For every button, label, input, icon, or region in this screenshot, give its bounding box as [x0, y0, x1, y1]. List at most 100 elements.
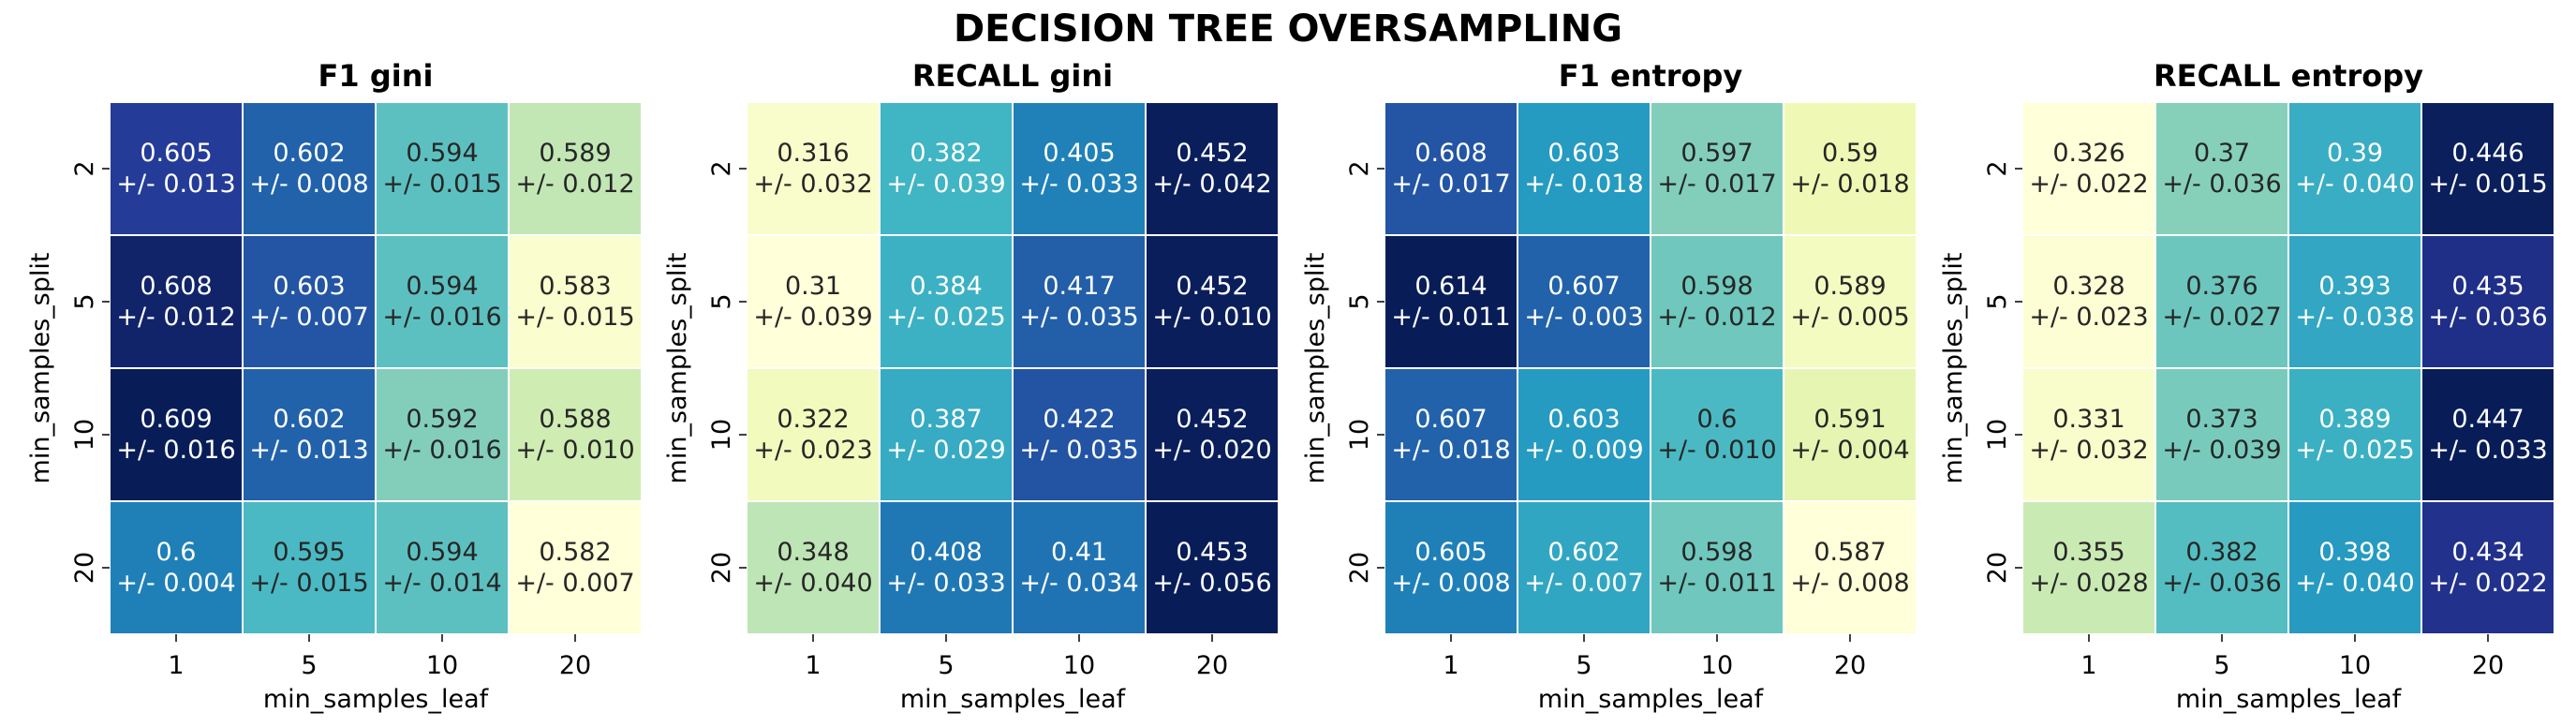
x-tick-label: 20	[1834, 651, 1866, 680]
heatmap-cell	[1517, 234, 1651, 369]
y-tick-label: 10	[70, 419, 99, 451]
x-tick-label: 20	[559, 651, 591, 680]
cell-label: 0.588 +/- 0.010	[515, 405, 634, 465]
cell-label: 0.608 +/- 0.017	[1391, 139, 1510, 199]
heatmap-cell	[2287, 500, 2422, 635]
heatmap-cell	[375, 367, 510, 502]
y-tick-label: 20	[1345, 552, 1374, 584]
cell-label: 0.417 +/- 0.035	[1019, 272, 1138, 332]
heatmap-cell	[508, 500, 643, 635]
x-tick-label: 1	[2080, 651, 2096, 680]
x-tick-label: 5	[2213, 651, 2229, 680]
x-tick-label: 10	[1701, 651, 1733, 680]
heatmap-cell	[746, 500, 881, 635]
cell-label: 0.605 +/- 0.008	[1391, 538, 1510, 598]
cell-label: 0.589 +/- 0.005	[1790, 272, 1909, 332]
cell-label: 0.382 +/- 0.036	[2162, 538, 2281, 598]
heatmap-cell	[109, 101, 244, 236]
cell-label: 0.384 +/- 0.025	[886, 272, 1005, 332]
heatmap-cell	[1517, 500, 1651, 635]
heatmap-cell	[2421, 234, 2555, 369]
y-axis-label: min_samples_split	[1939, 253, 1968, 484]
x-tick-label: 10	[426, 651, 458, 680]
y-tick-label: 20	[70, 552, 99, 584]
heatmap-cell	[2421, 367, 2555, 502]
y-tick-label: 20	[1983, 552, 2012, 584]
cell-label: 0.331 +/- 0.032	[2029, 405, 2148, 465]
heatmap-cell	[109, 234, 244, 369]
heatmap-cell	[2021, 101, 2156, 236]
heatmap-cell	[746, 367, 881, 502]
cell-label: 0.607 +/- 0.018	[1391, 405, 1510, 465]
heatmap-cell	[1650, 234, 1784, 369]
cell-label: 0.389 +/- 0.025	[2295, 405, 2414, 465]
heatmap-cell	[2021, 234, 2156, 369]
x-tick-label: 10	[2339, 651, 2371, 680]
cell-label: 0.608 +/- 0.012	[116, 272, 235, 332]
heatmap-cell	[508, 234, 643, 369]
heatmap-cell	[2287, 101, 2422, 236]
cell-label: 0.446 +/- 0.015	[2428, 139, 2547, 199]
panel-title: RECALL gini	[912, 58, 1113, 94]
cell-label: 0.589 +/- 0.012	[515, 139, 634, 199]
heatmap-cell	[1650, 101, 1784, 236]
heatmap-cell	[2021, 367, 2156, 502]
heatmap-cell	[375, 101, 510, 236]
panel-title: F1 entropy	[1559, 58, 1743, 94]
heatmap-cell	[879, 500, 1014, 635]
heatmap-cell	[1012, 234, 1147, 369]
cell-label: 0.435 +/- 0.036	[2428, 272, 2547, 332]
heatmap-cell	[879, 367, 1014, 502]
heatmap-cell	[746, 234, 881, 369]
heatmap-cell	[375, 234, 510, 369]
cell-label: 0.594 +/- 0.016	[382, 272, 501, 332]
heatmap-cell	[879, 101, 1014, 236]
x-axis-label: min_samples_leaf	[900, 685, 1127, 714]
cell-label: 0.583 +/- 0.015	[515, 272, 634, 332]
heatmap-cell	[1384, 234, 1518, 369]
cell-label: 0.587 +/- 0.008	[1790, 538, 1909, 598]
cell-label: 0.594 +/- 0.014	[382, 538, 501, 598]
y-tick-label: 5	[1345, 293, 1374, 309]
x-tick-label: 5	[301, 651, 317, 680]
x-tick-label: 20	[2472, 651, 2504, 680]
cell-label: 0.376 +/- 0.027	[2162, 272, 2281, 332]
heatmap-cell	[2154, 367, 2289, 502]
heatmap-cell	[1145, 367, 1280, 502]
cell-label: 0.605 +/- 0.013	[116, 139, 235, 199]
y-tick-label: 10	[1345, 419, 1374, 451]
cell-label: 0.452 +/- 0.042	[1152, 139, 1271, 199]
cell-label: 0.452 +/- 0.020	[1152, 405, 1271, 465]
cell-label: 0.37 +/- 0.036	[2162, 139, 2281, 199]
cell-label: 0.609 +/- 0.016	[116, 405, 235, 465]
cell-label: 0.387 +/- 0.029	[886, 405, 1005, 465]
cell-label: 0.582 +/- 0.007	[515, 538, 634, 598]
x-axis-label: min_samples_leaf	[2176, 685, 2403, 714]
cell-label: 0.598 +/- 0.012	[1657, 272, 1776, 332]
cell-label: 0.603 +/- 0.009	[1524, 405, 1643, 465]
cell-label: 0.59 +/- 0.018	[1790, 139, 1909, 199]
x-tick-label: 20	[1196, 651, 1228, 680]
heatmap-cell	[746, 101, 881, 236]
panel-title: F1 gini	[318, 58, 434, 94]
heatmap-cell	[508, 101, 643, 236]
cell-label: 0.434 +/- 0.022	[2428, 538, 2547, 598]
x-tick-label: 1	[168, 651, 184, 680]
cell-label: 0.355 +/- 0.028	[2029, 538, 2148, 598]
heatmap-cell	[2021, 500, 2156, 635]
cell-label: 0.603 +/- 0.007	[249, 272, 368, 332]
cell-label: 0.597 +/- 0.017	[1657, 139, 1776, 199]
y-axis-label: min_samples_split	[663, 253, 692, 484]
heatmap-cell	[2154, 234, 2289, 369]
cell-label: 0.393 +/- 0.038	[2295, 272, 2414, 332]
heatmap-cell	[375, 500, 510, 635]
heatmap-cell	[109, 367, 244, 502]
cell-label: 0.6 +/- 0.004	[116, 538, 235, 598]
x-axis-label: min_samples_leaf	[1538, 685, 1765, 714]
cell-label: 0.382 +/- 0.039	[886, 139, 1005, 199]
y-tick-label: 10	[1983, 419, 2012, 451]
heatmap-cell	[1384, 500, 1518, 635]
y-tick-label: 5	[70, 293, 99, 309]
